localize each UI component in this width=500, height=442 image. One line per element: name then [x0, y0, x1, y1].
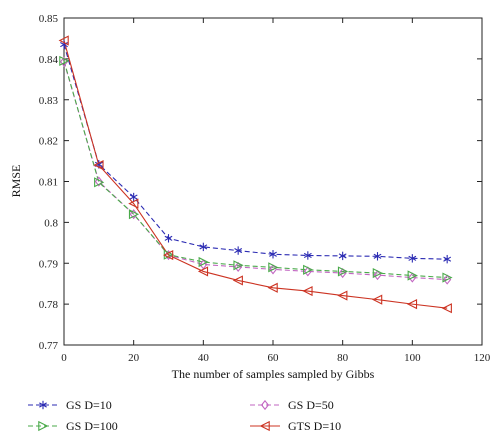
data-point [233, 260, 244, 271]
series-lines [63, 40, 448, 309]
x-tick-label: 60 [268, 352, 280, 364]
data-point [59, 55, 70, 67]
x-tick-label: 120 [474, 352, 491, 364]
data-point [129, 192, 138, 202]
data-point [372, 294, 383, 305]
data-point [58, 35, 69, 46]
data-point [373, 252, 382, 261]
legend-label: GTS D=10 [288, 419, 341, 433]
data-point [128, 209, 140, 220]
data-point [164, 234, 173, 243]
data-point [234, 246, 243, 255]
data-point [407, 270, 418, 281]
plot-frame [63, 17, 483, 346]
y-tick-label: 0.78 [39, 299, 59, 311]
data-point [232, 275, 243, 286]
y-tick-label: 0.79 [39, 258, 59, 270]
x-tick-label: 20 [128, 352, 140, 364]
data-point [302, 285, 313, 297]
data-point [269, 250, 277, 259]
data-point [94, 176, 103, 187]
data-point [337, 290, 348, 301]
y-tick-label: 0.8 [44, 217, 58, 229]
data-point [60, 40, 68, 49]
legend-marker [39, 400, 47, 410]
x-tick-label: 40 [198, 352, 210, 364]
data-point [163, 249, 174, 261]
data-point [234, 261, 243, 273]
data-point [406, 299, 418, 310]
data-point [337, 266, 349, 277]
data-point [372, 267, 383, 279]
y-tick-label: 0.84 [39, 54, 59, 66]
data-point [442, 272, 453, 283]
legend-marker [259, 420, 270, 432]
data-point [303, 264, 314, 275]
series-line-2 [63, 60, 448, 279]
legend-label: GS D=10 [66, 398, 112, 412]
data-point [267, 282, 278, 293]
y-tick-label: 0.85 [39, 13, 59, 25]
data-point [199, 242, 208, 252]
y-tick-label: 0.77 [39, 340, 59, 352]
legend-label: GS D=100 [66, 419, 118, 433]
legend-label: GS D=50 [288, 398, 334, 412]
data-point [93, 160, 104, 171]
series-markers [58, 35, 453, 314]
data-point [338, 267, 347, 279]
x-tick-label: 0 [61, 352, 67, 364]
y-tick-label: 0.83 [39, 95, 59, 107]
data-point [338, 251, 347, 261]
data-point [441, 303, 452, 314]
x-axis-title: The number of samples sampled by Gibbs [172, 367, 375, 381]
data-point [198, 256, 209, 268]
series-line-0 [63, 44, 448, 260]
y-tick-label: 0.82 [39, 136, 58, 148]
legend-marker [260, 399, 270, 411]
series-line-3 [63, 40, 448, 309]
data-point [128, 198, 139, 209]
legend: GS D=10 GS D=50 GS D=100 GTS D=10 [28, 398, 341, 433]
data-point [443, 254, 452, 264]
data-point [408, 254, 417, 263]
y-tick-label: 0.81 [39, 177, 58, 189]
data-point [303, 266, 312, 277]
legend-marker [38, 420, 49, 432]
data-point [197, 266, 209, 277]
axis-ticks: 0 20 40 60 80 100 120 0.77 0.78 0.79 0.8 0.81 0.82 0.… [39, 13, 491, 364]
data-point [268, 262, 279, 273]
data-point [94, 177, 105, 188]
series-line-1 [63, 61, 448, 281]
data-point [303, 251, 312, 260]
y-axis-title: RMSE [9, 165, 23, 198]
x-tick-label: 80 [337, 352, 349, 364]
x-tick-label: 100 [404, 352, 421, 364]
